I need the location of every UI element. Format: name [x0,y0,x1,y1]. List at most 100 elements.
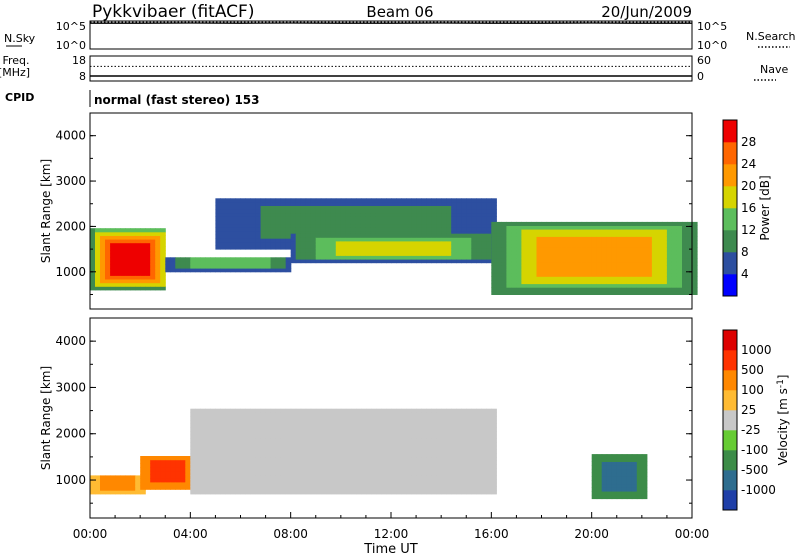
heatmap-cell [631,290,638,295]
heatmap-cell [350,475,357,480]
heatmap-cell [486,412,492,417]
heatmap-cell [255,416,262,421]
heatmap-cell [140,246,146,251]
heatmap-cell [516,243,522,248]
heatmap-cell [456,486,462,491]
heatmap-cell [456,464,462,469]
heatmap-cell [436,220,442,225]
heatmap-cell [426,240,432,245]
heatmap-cell [471,449,477,454]
heatmap-cell [355,212,362,217]
heatmap-cell [426,464,432,469]
heatmap-cell [606,290,613,295]
heatmap-cell [230,453,237,458]
heatmap-cell [626,247,633,252]
heatmap-cell [150,279,156,284]
heatmap-cell [235,468,242,473]
y-tick-label: 1000 [55,265,86,279]
heatmap-cell [265,442,272,447]
heatmap-cell [280,412,287,417]
heatmap-cell [285,460,292,465]
heatmap-cell [561,290,568,295]
heatmap-cell [100,228,106,233]
heatmap-cell [125,475,131,480]
heatmap-cell [391,456,397,462]
heatmap-cell [506,247,512,252]
heatmap-cell [210,408,216,413]
heatmap-cell [566,265,573,270]
heatmap-cell [666,240,673,245]
heatmap-cell [295,482,302,487]
heatmap-cell [360,248,367,253]
heatmap-cell [245,257,252,262]
heatmap-cell [235,212,242,217]
heatmap-cell [335,475,342,480]
heatmap-cell [360,205,367,210]
heatmap-cell [476,223,482,228]
heatmap-cell [275,257,282,262]
heatmap-cell [491,290,497,295]
heatmap-cell [446,201,452,206]
heatmap-cell [130,275,136,280]
heatmap-cell [360,416,367,421]
heatmap-cell [441,259,447,264]
heatmap-cell [461,412,467,417]
heatmap-cell [320,227,327,232]
heatmap-cell [105,475,111,480]
heatmap-cell [386,453,392,458]
heatmap-cell [631,483,638,488]
heatmap-cell [190,449,196,454]
heatmap-cell [290,453,297,458]
colorbar-segment [723,252,737,275]
heatmap-cell [365,434,372,439]
heatmap-cell [581,272,588,277]
heatmap-cell [601,247,608,252]
heatmap-cell [431,468,437,473]
heatmap-cell [496,261,502,266]
heatmap-cell [466,201,472,206]
heatmap-cell [220,231,226,236]
heatmap-cell [606,468,613,474]
colorbar-tick-label: 28 [741,135,756,149]
heatmap-cell [501,265,507,270]
heatmap-cell [446,209,452,214]
heatmap-cell [406,460,412,465]
heatmap-cell [245,445,252,450]
heatmap-cell [436,464,442,469]
heatmap-cell [381,412,387,417]
heatmap-cell [451,468,457,473]
heatmap-cell [340,486,347,491]
heatmap-cell [360,419,367,425]
heatmap-cell [245,231,252,236]
heatmap-cell [676,269,683,274]
heatmap-cell [245,453,252,458]
heatmap-cell [365,464,372,469]
heatmap-cell [426,227,432,232]
heatmap-cell [145,467,151,472]
heatmap-cell [115,475,121,480]
heatmap-cell [401,255,407,260]
heatmap-cell [491,419,497,425]
heatmap-cell [345,438,352,443]
heatmap-cell [666,232,673,237]
heatmap-cell [340,216,347,221]
heatmap-cell [536,290,543,295]
heatmap-cell [411,201,417,206]
heatmap-cell [576,280,583,285]
heatmap-cell [406,482,412,487]
heatmap-cell [536,221,543,226]
heatmap-cell [230,427,237,432]
heatmap-cell [150,268,156,273]
heatmap-cell [350,201,357,206]
heatmap-cell [616,272,623,277]
heatmap-cell [611,480,618,485]
heatmap-cell [441,486,447,491]
heatmap-cell [486,482,492,487]
heatmap-cell [375,412,382,417]
heatmap-cell [190,464,196,469]
x-tick-label: 16:00 [474,527,509,541]
heatmap-cell [345,231,352,236]
heatmap-cell [220,468,226,473]
heatmap-cell [250,212,257,217]
heatmap-cell [476,408,482,413]
